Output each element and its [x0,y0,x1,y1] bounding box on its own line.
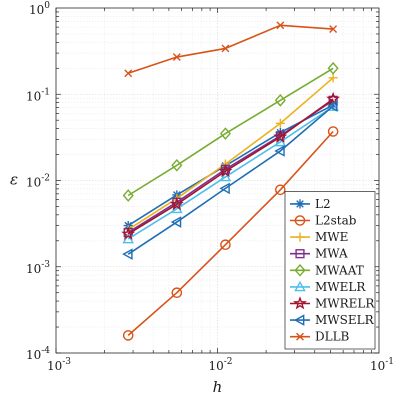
data-point-mwselr [327,100,338,112]
data-point-mwe [275,118,285,128]
data-point-mwrelr [121,226,136,240]
series-line-mwaat [127,67,334,197]
legend-swatch-marker [295,232,305,242]
legend-label: MWELR [315,280,366,294]
legend-label: MWSELR [315,313,375,327]
legend-entry-l2stab: L2stab [290,214,357,228]
data-point-mwrelr [326,91,341,105]
y-axis-label: ε [10,171,18,189]
legend-swatch-marker [294,280,306,292]
data-point-dllb [172,53,181,61]
legend-entry-mwselr: MWSELR [290,313,375,327]
legend-label: DLLB [315,330,350,344]
data-point-mwrelr [169,196,184,211]
data-point-l2stab [122,330,134,341]
legend-swatch-marker [295,249,305,259]
legend-swatch-marker [293,314,305,326]
data-point-mwaat [219,127,231,140]
series-l2stab [122,126,339,341]
data-point-dllb [221,44,230,53]
legend-label: MWE [315,230,348,244]
data-point-l2stab [275,184,286,196]
series-line-mwelr [127,105,334,240]
y-tick-label: 10-4 [26,346,50,362]
legend-entry-mwaat: MWAAT [290,263,364,277]
legend: L2 L2stab MWE MWA MWAAT MWELR MWRELR MWSELR DLLB [284,191,375,350]
data-point-l2stab [171,287,183,299]
series-line-mwrelr [127,98,334,235]
data-point-l2 [328,100,338,110]
data-point-mwselr [219,182,230,195]
x-tick-label: 10-2 [208,357,232,373]
legend-label: MWA [315,247,348,261]
data-point-mwaat [122,189,134,202]
legend-entry-l2: L2 [290,197,331,211]
data-point-dllb [276,21,285,30]
legend-swatch-marker [296,332,304,341]
data-point-dllb [329,25,338,34]
series-mwrelr [121,91,341,240]
series-layer [121,21,341,341]
data-point-l2stab [220,239,231,251]
legend-label: MWAAT [315,263,364,277]
x-tick-label: 10-1 [370,357,394,373]
y-tick-label: 10-1 [26,87,50,103]
y-tick-label: 10-3 [26,260,50,276]
legend-entry-mwa: MWA [290,247,348,261]
data-point-mwaat [327,61,339,75]
x-axis-label: h [213,378,223,396]
data-point-l2stab [327,126,339,137]
data-point-mwelr [327,100,339,111]
series-mwselr [122,100,338,260]
series-line-mwselr [127,105,334,255]
legend-label: L2 [315,197,331,211]
legend-swatch-marker [295,199,305,209]
data-point-mwselr [122,248,133,260]
legend-entry-dllb: DLLB [290,330,350,344]
data-point-mwe [328,73,338,83]
legend-swatch-marker [294,215,306,226]
axis-ticks [55,8,379,354]
series-line-l2stab [127,130,334,336]
data-point-mwselr [274,145,285,157]
y-tick-label: 100 [29,1,50,17]
legend-swatch-marker [294,263,306,277]
legend-entry-mwelr: MWELR [290,280,366,294]
legend-entry-mwrelr: MWRELR [290,296,375,311]
x-tick-label: 10-3 [47,357,71,373]
legend-swatch-marker [293,296,307,310]
legend-label: L2stab [315,214,357,228]
data-point-mwaat [171,158,183,172]
data-point-mwrelr [218,163,233,178]
data-point-mwelr [219,170,232,182]
legend-entry-mwe: MWE [290,230,348,244]
data-point-dllb [124,69,133,78]
data-point-mwaat [274,93,286,107]
legend-label: MWRELR [315,297,375,311]
data-point-mwrelr [273,129,288,143]
series-mwaat [122,61,339,202]
data-point-mwselr [170,216,182,228]
series-dllb [124,21,338,78]
y-tick-label: 10-2 [26,174,50,190]
